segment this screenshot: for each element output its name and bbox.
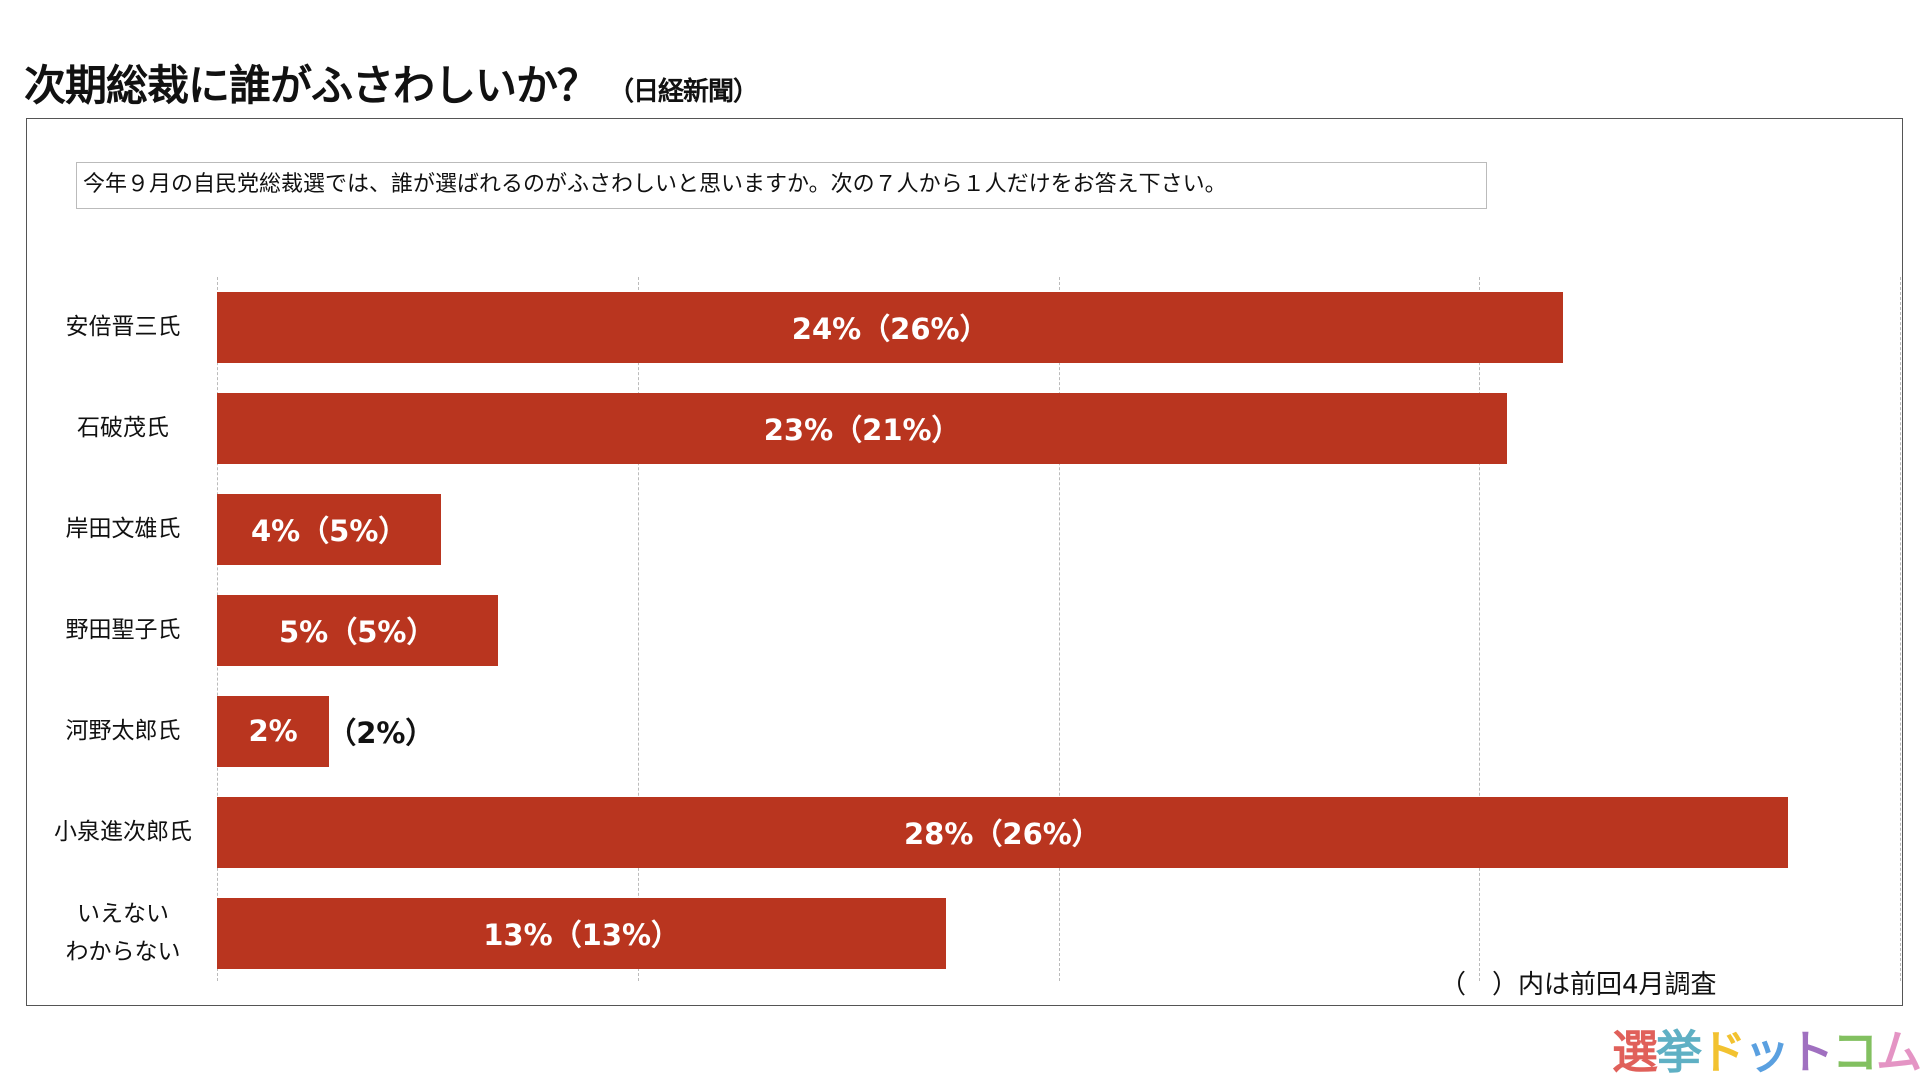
bar <box>217 898 947 969</box>
data-label: 28%（26%） <box>903 817 1101 851</box>
chart-frame <box>26 118 1903 1006</box>
category-label: 安倍晋三氏 <box>65 314 181 340</box>
data-label: 2% <box>248 714 298 748</box>
title-text: 次期総裁に誰がふさわしいか？ <box>24 61 599 110</box>
source-label: （日経新聞） <box>608 77 759 107</box>
category-label: 岸田文雄氏 <box>65 516 181 542</box>
logo-char: 挙 <box>1656 1025 1702 1079</box>
logo-char: ム <box>1876 1025 1920 1079</box>
survey-question: 今年９月の自民党総裁選では、誰が選ばれるのがふさわしいと思いますか。次の７人から… <box>76 162 1487 209</box>
category-label: 河野太郎氏 <box>65 718 181 744</box>
logo-char: ド <box>1700 1025 1746 1079</box>
gridline <box>1058 277 1060 981</box>
data-label: 13%（13%） <box>483 918 681 952</box>
bar <box>217 292 1564 363</box>
logo-char: 選 <box>1612 1025 1658 1079</box>
footnote: （ ）内は前回4月調査 <box>1440 970 1717 1000</box>
data-label: 4%（5%） <box>250 514 408 548</box>
bar <box>217 494 442 565</box>
gridline <box>1479 277 1481 981</box>
data-label: 23%（21%） <box>763 413 961 447</box>
gridline <box>637 277 639 981</box>
category-label: 野田聖子氏 <box>65 617 181 643</box>
category-label: 石破茂氏 <box>77 415 169 441</box>
data-label: 5%（5%） <box>279 615 436 649</box>
bar <box>217 696 330 767</box>
logo-char: ト <box>1788 1025 1834 1079</box>
logo: 選挙ドットコム <box>1612 1016 1920 1082</box>
data-label-previous: （2%） <box>327 716 435 750</box>
category-label: いえない わからない <box>65 901 181 965</box>
bar <box>217 797 1788 868</box>
chart-title: 次期総裁に誰がふさわしいか？ （日経新聞） <box>24 52 759 113</box>
bar <box>217 393 1508 464</box>
bar <box>217 595 498 666</box>
category-label: 小泉進次郎氏 <box>54 819 192 845</box>
logo-char: ッ <box>1744 1025 1790 1079</box>
gridline <box>1900 277 1901 981</box>
logo-char: コ <box>1832 1025 1878 1079</box>
data-label: 24%（26%） <box>791 312 989 346</box>
